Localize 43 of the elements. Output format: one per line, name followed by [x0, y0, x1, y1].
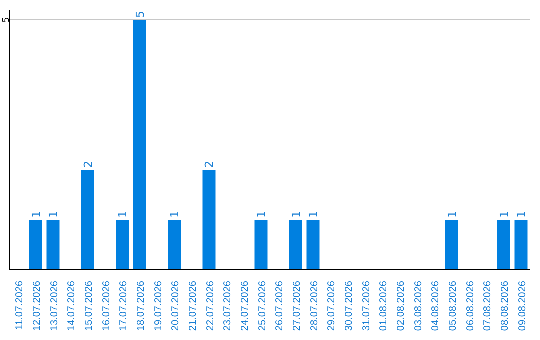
data-label: 1 [290, 211, 303, 218]
x-tick-label: 07.08.2026 [482, 280, 494, 332]
x-tick-label: 24.07.2026 [240, 280, 251, 332]
data-label: 1 [446, 211, 459, 218]
data-label: 2 [203, 161, 216, 168]
x-tick-label: 01.08.2026 [378, 280, 390, 332]
x-tick-label: 13.07.2026 [49, 280, 60, 332]
data-label: 2 [82, 161, 95, 168]
x-tick-label: 06.08.2026 [465, 280, 476, 332]
x-tick-label: 30.07.2026 [344, 280, 355, 332]
x-tick-label: 12.07.2026 [32, 280, 43, 332]
data-label: 1 [307, 211, 320, 218]
x-tick-label: 17.07.2026 [118, 280, 130, 332]
x-tick-label: 22.07.2026 [205, 280, 216, 332]
x-tick-label: 29.07.2026 [326, 280, 338, 332]
x-tick-label: 23.07.2026 [222, 280, 234, 332]
x-tick-label: 31.07.2026 [361, 280, 372, 332]
x-tick-label: 03.08.2026 [413, 280, 424, 332]
data-label: 1 [168, 211, 182, 218]
x-tick-label: 18.07.2026 [136, 280, 147, 332]
data-label: 1 [47, 211, 60, 218]
data-label: 1 [116, 211, 130, 218]
x-tick-label: 27.07.2026 [292, 280, 303, 332]
x-tick-label: 14.07.2026 [66, 280, 78, 332]
data-label: 1 [515, 211, 528, 218]
x-tick-label: 05.08.2026 [448, 280, 459, 332]
data-label: 1 [30, 211, 43, 218]
data-label: 1 [255, 211, 268, 218]
x-tick-label: 02.08.2026 [396, 280, 407, 332]
x-tick-label: 09.08.2026 [517, 280, 528, 332]
x-tick-label: 20.07.2026 [170, 280, 182, 332]
data-label: 1 [498, 211, 511, 218]
x-tick-label: 15.07.2026 [84, 280, 95, 332]
x-tick-label: 25.07.2026 [257, 280, 268, 332]
x-tick-label: 26.07.2026 [274, 280, 286, 332]
x-tick-label: 04.08.2026 [430, 280, 442, 332]
x-tick-label: 11.07.2026 [14, 280, 26, 330]
x-tick-label: 28.07.2026 [309, 280, 320, 332]
x-tick-label: 21.07.2026 [188, 280, 199, 332]
x-tick-label: 19.07.2026 [153, 280, 164, 332]
x-tick-label: 08.08.2026 [500, 280, 511, 332]
data-label: 5 [134, 11, 147, 18]
x-tick-label: 16.07.2026 [101, 280, 112, 332]
